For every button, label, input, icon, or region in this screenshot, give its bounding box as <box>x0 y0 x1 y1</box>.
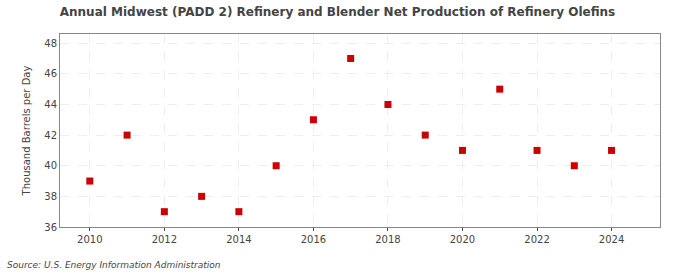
svg-text:2010: 2010 <box>77 234 102 245</box>
svg-text:38: 38 <box>44 191 57 202</box>
svg-text:2020: 2020 <box>450 234 475 245</box>
svg-text:2016: 2016 <box>301 234 326 245</box>
svg-text:2024: 2024 <box>599 234 624 245</box>
svg-text:48: 48 <box>44 38 57 49</box>
svg-text:2014: 2014 <box>226 234 251 245</box>
svg-text:36: 36 <box>44 222 57 233</box>
svg-text:40: 40 <box>44 160 57 171</box>
svg-text:44: 44 <box>44 99 57 110</box>
svg-text:2022: 2022 <box>524 234 549 245</box>
svg-text:46: 46 <box>44 68 57 79</box>
svg-text:2018: 2018 <box>375 234 400 245</box>
svg-text:Source: U.S. Energy Informatio: Source: U.S. Energy Information Administ… <box>7 260 221 270</box>
svg-text:42: 42 <box>44 130 57 141</box>
svg-text:Annual Midwest (PADD 2) Refine: Annual Midwest (PADD 2) Refinery and Ble… <box>60 5 616 19</box>
svg-text:2012: 2012 <box>152 234 177 245</box>
svg-text:Thousand Barrels per Day: Thousand Barrels per Day <box>21 66 32 197</box>
